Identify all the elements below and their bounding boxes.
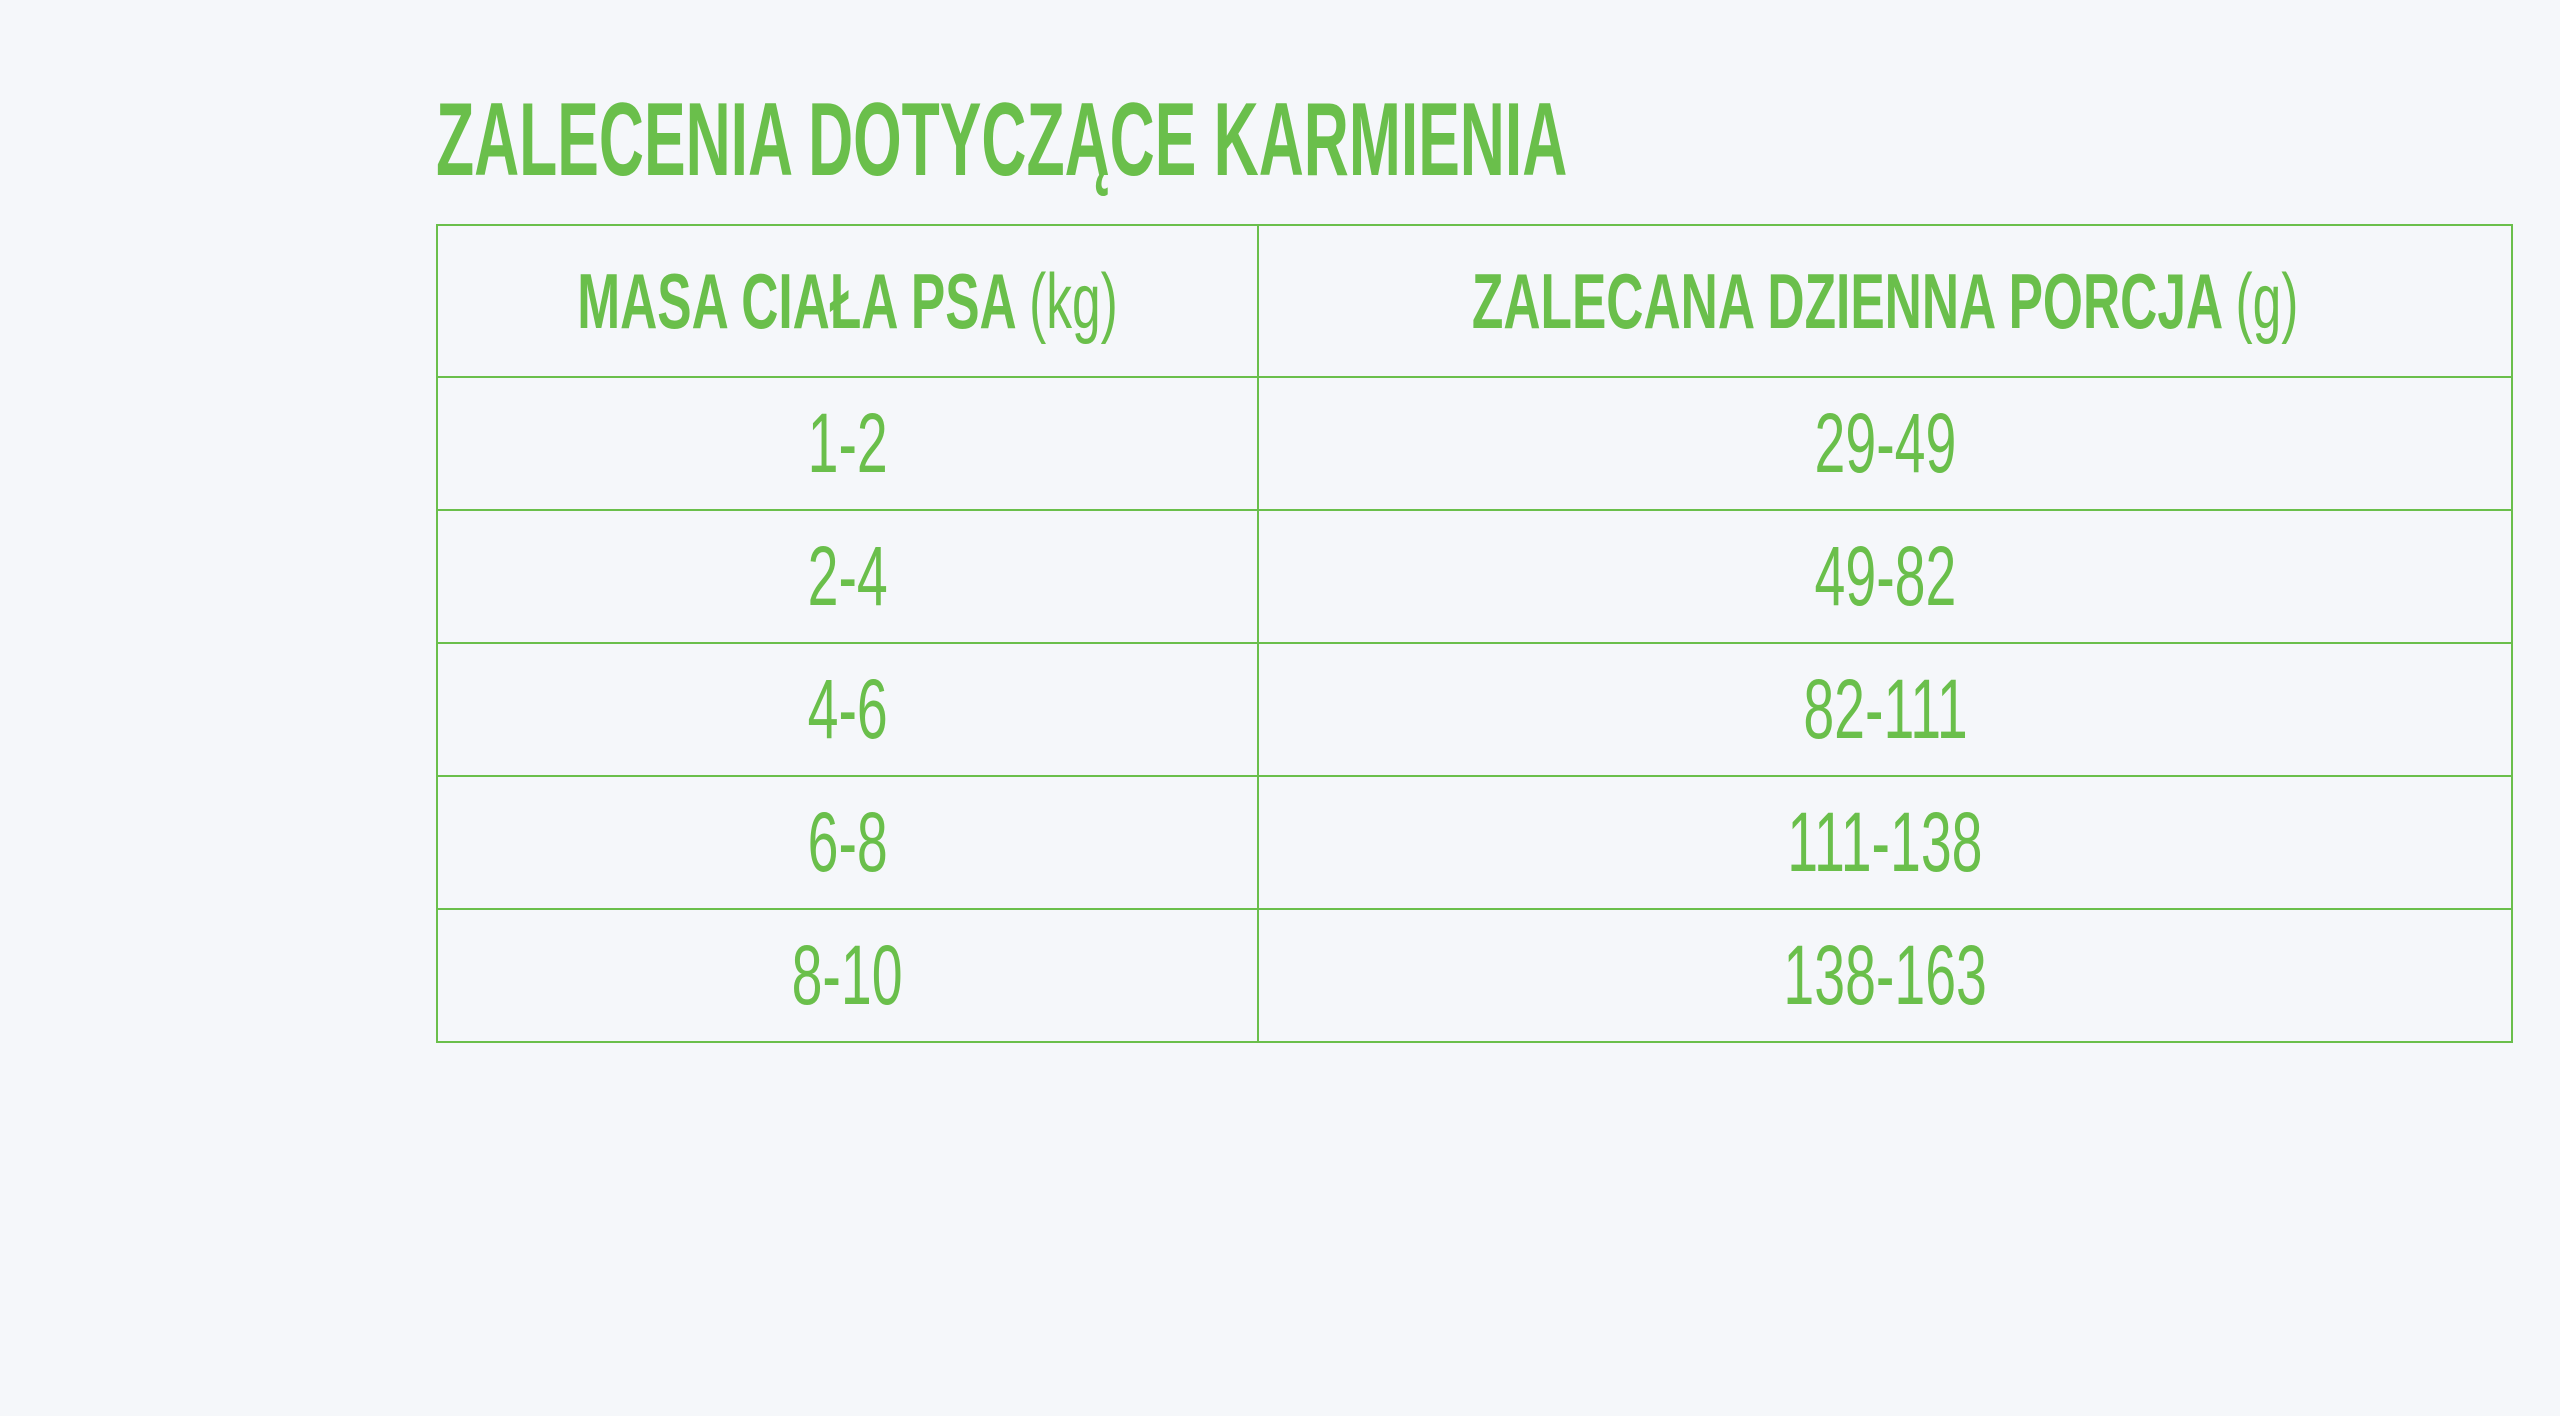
table-cell: 111-138 [1257,775,2514,910]
cell-text: 82-111 [1802,662,1968,756]
table-cell: 29-49 [1257,376,2514,511]
cell-text: 138-163 [1783,928,1987,1022]
cell-text: 8-10 [792,928,903,1022]
table-body: 1-2 29-49 2-4 49-82 4-6 82-111 6-8 111-138 8-10 1… [435,376,2514,1043]
cell-text: 111-138 [1787,795,1983,889]
table-cell: 2-4 [435,509,1260,644]
table-cell: 6-8 [435,775,1260,910]
header-cell: ZALECANA DZIENNA PORCJA (g) [1257,224,2514,378]
table-row: 4-6 82-111 [435,642,2514,777]
table-cell: 8-10 [435,908,1260,1043]
column-label: ZALECANA DZIENNA PORCJA [1471,256,2222,345]
table-cell: 49-82 [1257,509,2514,644]
cell-text: 6-8 [807,795,888,889]
table-cell: 4-6 [435,642,1260,777]
table-row: 1-2 29-49 [435,376,2514,511]
table-row: 2-4 49-82 [435,509,2514,644]
header-cell: MASA CIAŁA PSA (kg) [435,224,1260,378]
feeding-table: MASA CIAŁA PSA (kg) ZALECANA DZIENNA POR… [435,224,2514,1043]
header-row: MASA CIAŁA PSA (kg) ZALECANA DZIENNA POR… [435,224,2514,378]
table-cell: 82-111 [1257,642,2514,777]
cell-text: 2-4 [807,529,888,623]
table-cell: 138-163 [1257,908,2514,1043]
column-unit: (kg) [1029,256,1118,345]
column-unit: (g) [2235,256,2299,345]
table-row: 8-10 138-163 [435,908,2514,1043]
cell-text: 1-2 [807,396,888,490]
cell-text: 4-6 [807,662,888,756]
cell-text: 49-82 [1814,529,1957,623]
page-title: ZALECENIA DOTYCZĄCE KARMIENIA [436,82,1568,198]
column-label: MASA CIAŁA PSA [577,256,1015,345]
cell-text: 29-49 [1814,396,1957,490]
table-cell: 1-2 [435,376,1260,511]
table-row: 6-8 111-138 [435,775,2514,910]
